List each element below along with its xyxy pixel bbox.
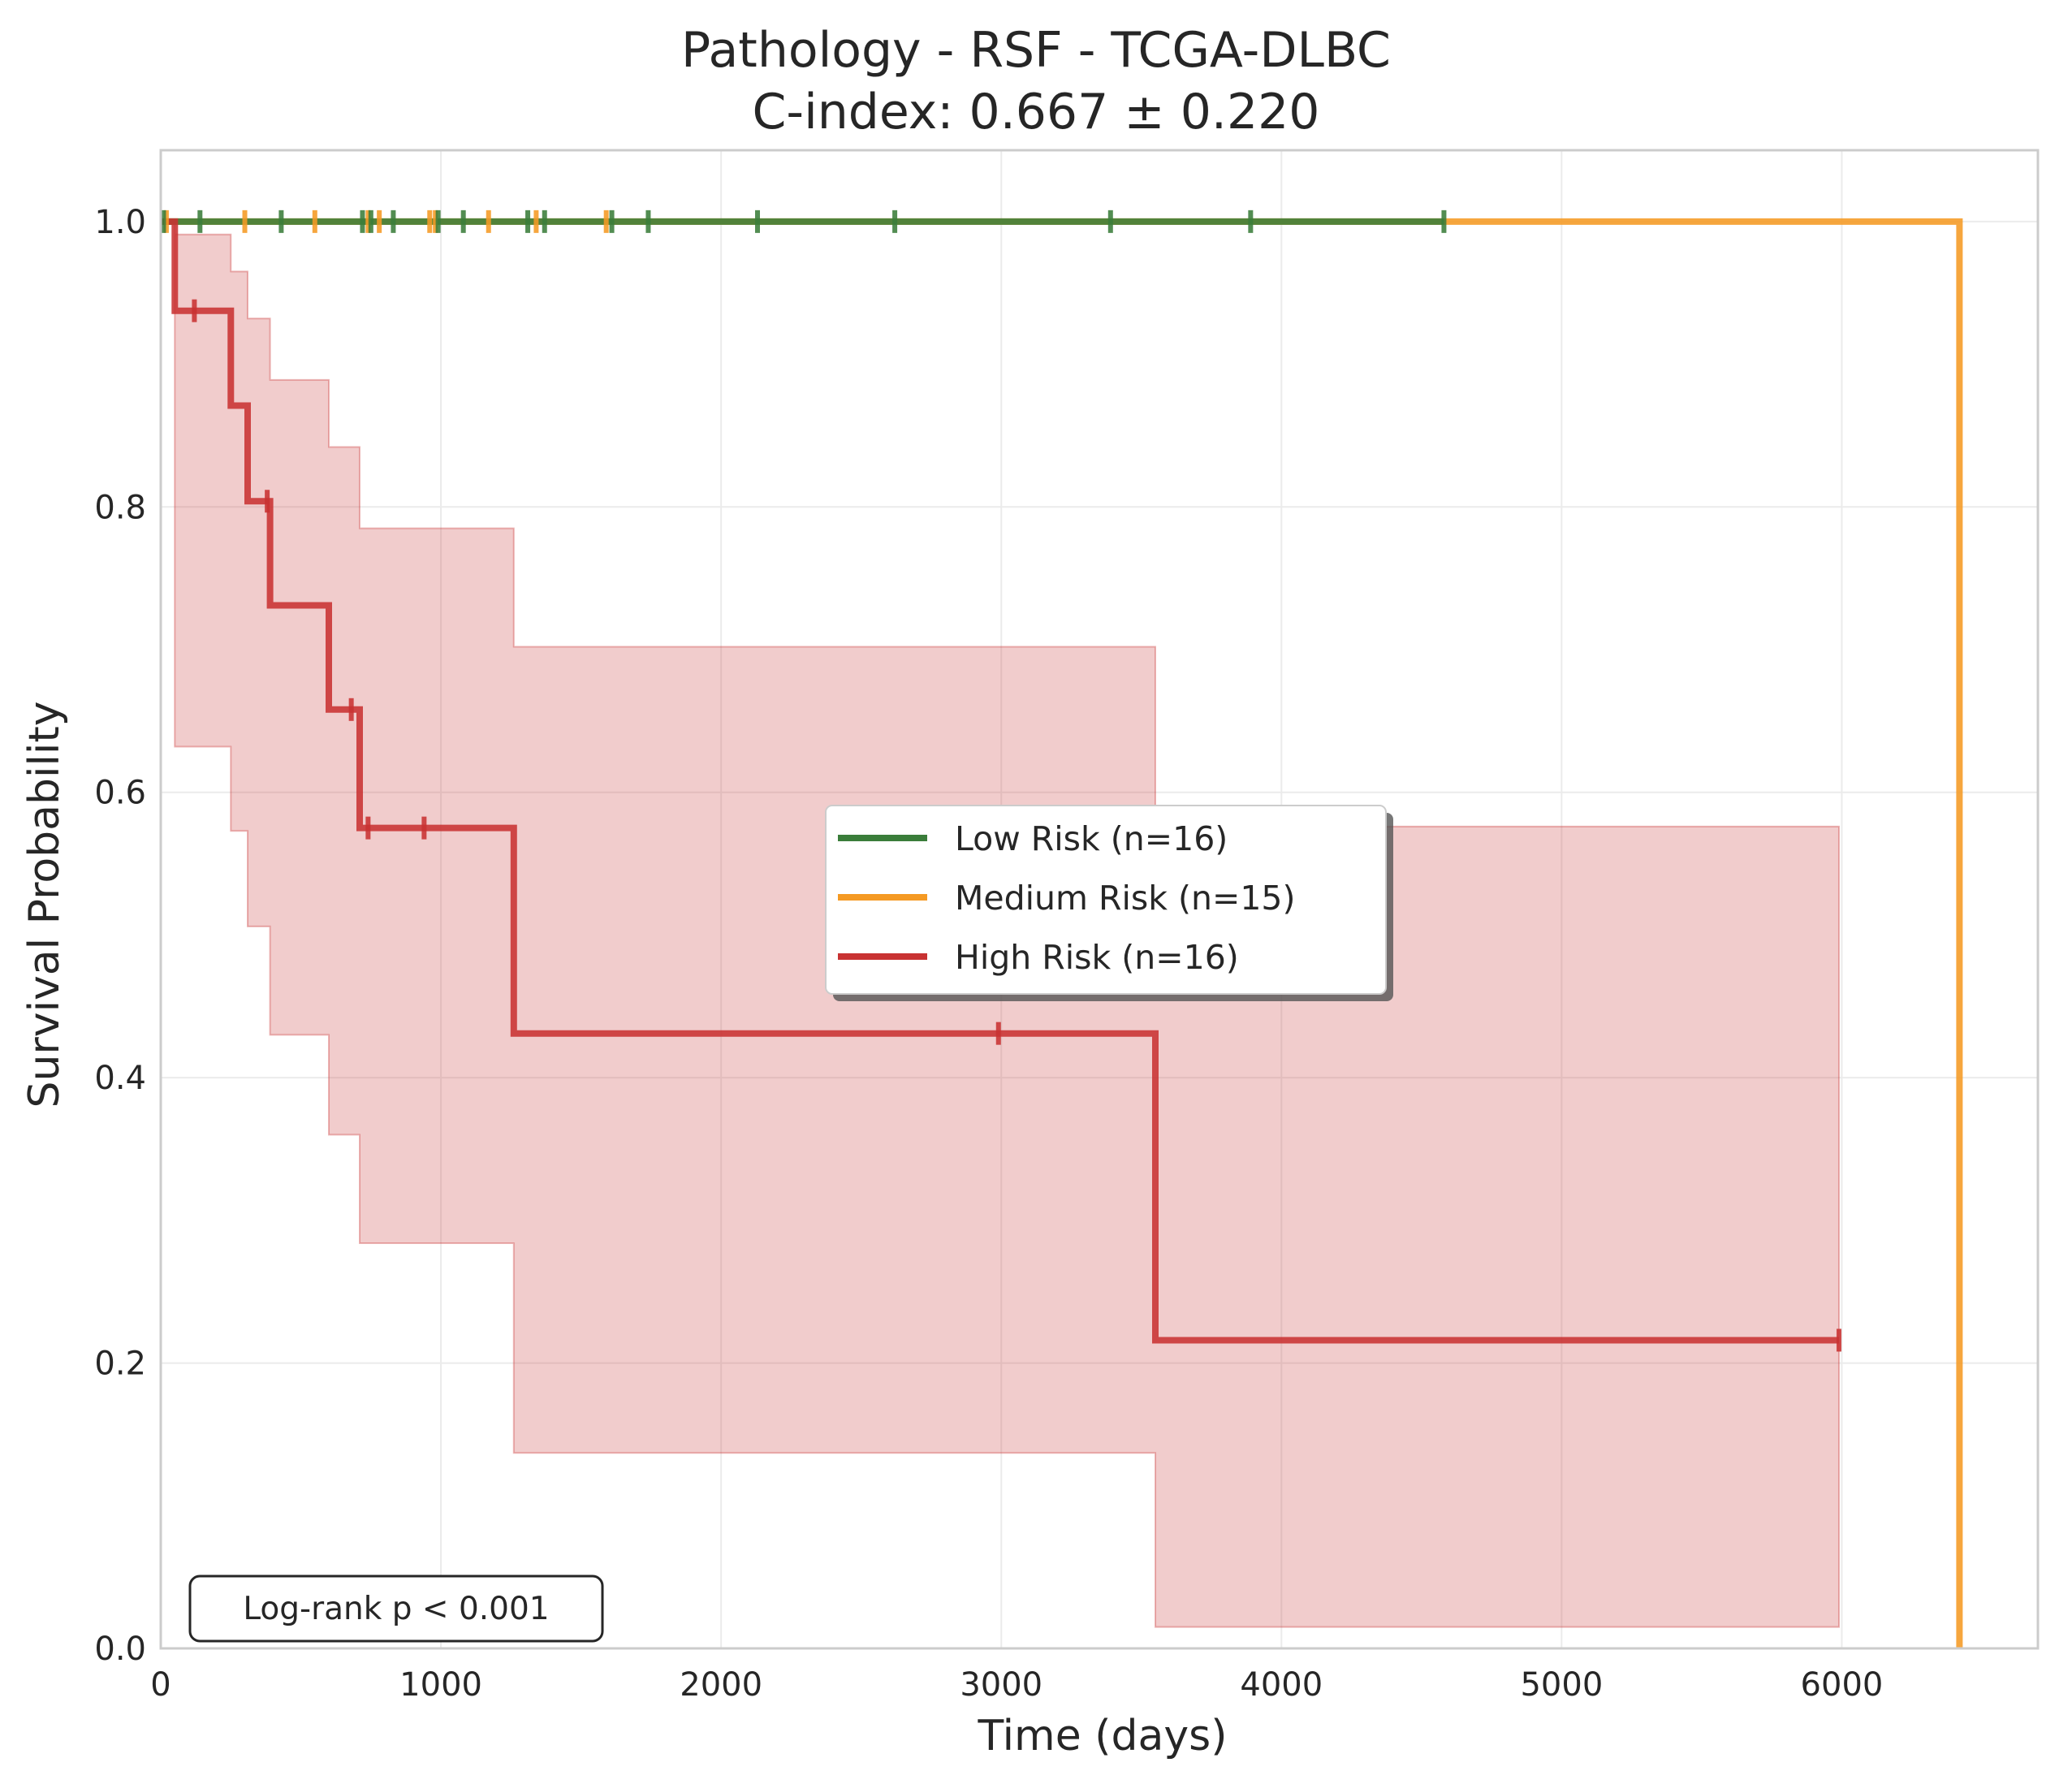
y-axis-label: Survival Probability [20,701,69,1108]
x-tick-label: 2000 [680,1666,762,1704]
x-tick-label: 0 [150,1666,171,1704]
y-tick-label: 0.8 [94,489,146,526]
chart-subtitle: C-index: 0.667 ± 0.220 [753,84,1320,140]
legend-label: Medium Risk (n=15) [955,879,1296,918]
y-tick-label: 0.2 [94,1346,146,1383]
y-axis-ticks: 0.0 0.2 0.4 0.6 0.8 1.0 [94,204,146,1668]
annotation-box [188,1574,604,1643]
y-tick-label: 0.6 [94,775,146,812]
chart-title: Pathology - RSF - TCGA-DLBC [681,22,1391,79]
x-tick-label: 1000 [399,1666,482,1704]
x-axis-ticks: 0 1000 2000 3000 4000 5000 6000 [150,1666,1883,1704]
legend-box [825,805,1387,995]
x-tick-label: 5000 [1520,1666,1603,1704]
x-tick-label: 3000 [960,1666,1042,1704]
annotation-text: Log-rank p < 0.001 [243,1591,549,1627]
legend: Low Risk (n=16) Medium Risk (n=15) High Ri… [825,805,1393,1001]
logrank-annotation: Log-rank p < 0.001 [188,1574,604,1643]
legend-label: High Risk (n=16) [955,938,1239,977]
x-tick-label: 6000 [1801,1666,1884,1704]
legend-label: Low Risk (n=16) [955,819,1228,858]
x-axis-label: Time (days) [977,1712,1227,1760]
survival-curve [161,218,1839,1344]
survival-curves [161,218,1963,1648]
censor-marks [161,210,1841,1352]
y-tick-label: 1.0 [94,204,146,241]
y-tick-label: 0.4 [94,1060,146,1097]
plot-frame [159,149,2040,1650]
x-tick-label: 4000 [1240,1666,1323,1704]
y-tick-label: 0.0 [94,1631,146,1668]
